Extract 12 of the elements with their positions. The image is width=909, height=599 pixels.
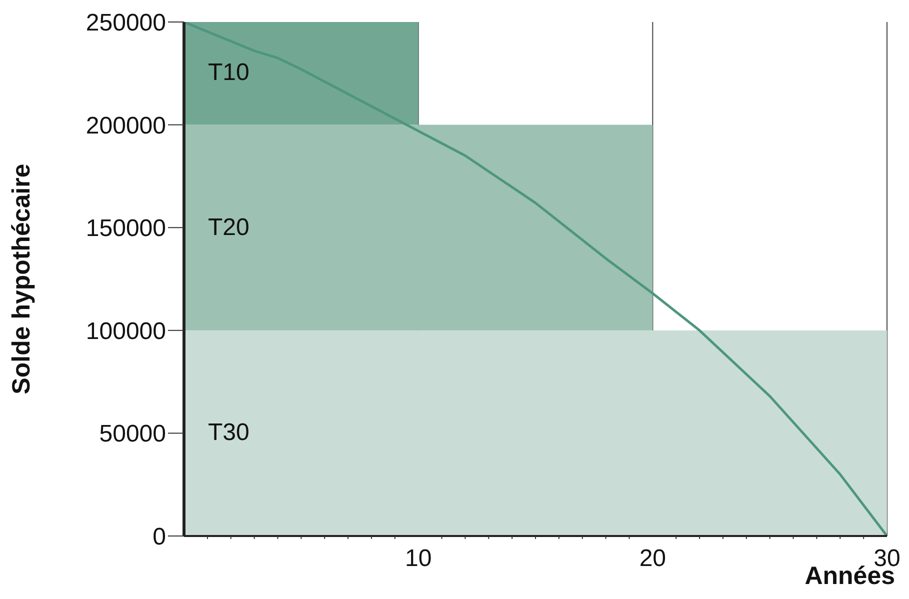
y-tick-label: 150000 [86,215,166,242]
series-label: T30 [208,419,250,446]
y-tick-label: 250000 [86,10,166,37]
y-tick-label: 50000 [99,420,166,448]
y-tick-label: 200000 [86,112,166,140]
y-tick-label: 100000 [86,318,166,345]
series-label: T10 [208,59,250,86]
series-label: T20 [208,214,250,241]
y-tick-label: 0 [152,524,166,551]
y-axis-title: Solde hypothécaire [8,164,36,394]
x-tick-label: 20 [639,545,666,572]
x-tick-label: 10 [404,545,432,572]
